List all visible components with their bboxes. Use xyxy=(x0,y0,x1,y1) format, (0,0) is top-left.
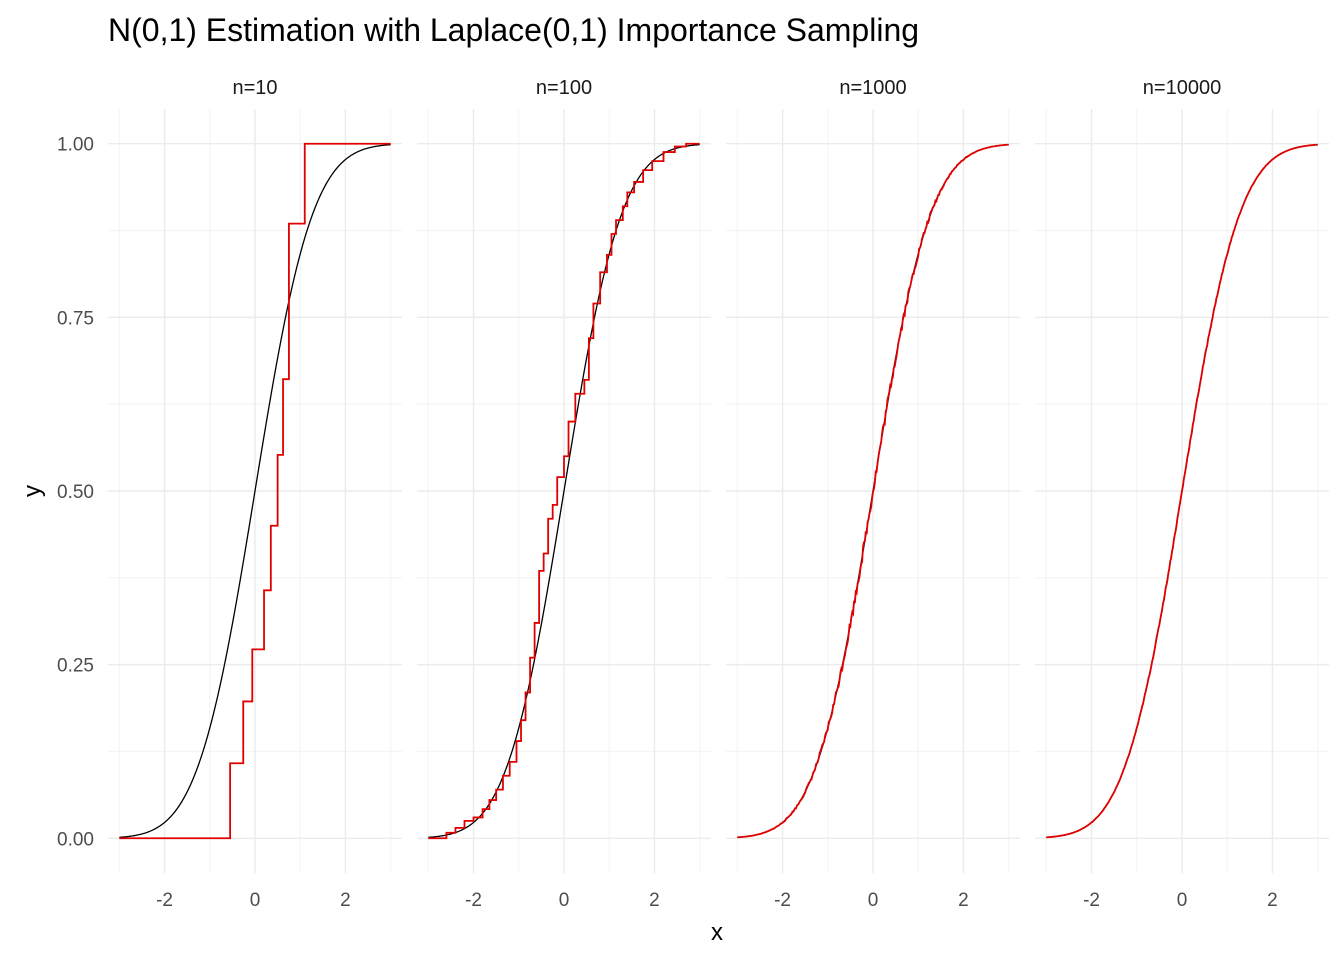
y-tick-label: 0.75 xyxy=(57,308,94,329)
true-cdf-line xyxy=(119,144,391,838)
y-tick-label: 0.25 xyxy=(57,656,94,677)
x-tick-label: -2 xyxy=(774,890,791,911)
estimate-cdf-line xyxy=(428,142,700,840)
facet-strip-label: n=10000 xyxy=(1143,77,1221,99)
y-axis-title: y xyxy=(19,485,46,497)
x-tick-label: 0 xyxy=(1177,890,1188,911)
estimate-cdf-line xyxy=(119,142,391,840)
estimate-cdf-line xyxy=(737,143,1009,839)
true-cdf-line xyxy=(428,144,700,838)
x-tick-label: 0 xyxy=(250,890,261,911)
facet-panel: n=1000 -2 0 2 xyxy=(726,77,1020,911)
chart-title: N(0,1) Estimation with Laplace(0,1) Impo… xyxy=(108,12,919,48)
x-tick-label: 0 xyxy=(868,890,879,911)
facet-panels: n=10 -2 0 2 n=100 -2 0 2 n=1000 -2 0 2 n=10000 -2 0 2 0.… xyxy=(57,77,1329,911)
x-tick-label: 0 xyxy=(559,890,570,911)
x-tick-label: 2 xyxy=(649,890,660,911)
x-tick-label: 2 xyxy=(958,890,969,911)
y-tick-label: 1.00 xyxy=(57,135,94,156)
x-tick-label: -2 xyxy=(1083,890,1100,911)
x-tick-label: 2 xyxy=(340,890,351,911)
facet-panel: n=10000 -2 0 2 xyxy=(1035,77,1329,911)
x-axis-title: x xyxy=(711,919,723,946)
x-tick-label: 2 xyxy=(1267,890,1278,911)
facet-panel: n=100 -2 0 2 xyxy=(417,77,711,911)
estimate-cdf-line xyxy=(1046,143,1318,839)
x-tick-label: -2 xyxy=(465,890,482,911)
facet-panel: n=10 -2 0 2 xyxy=(108,77,402,911)
facet-strip-label: n=10 xyxy=(232,77,277,99)
y-tick-label: 0.00 xyxy=(57,829,94,850)
y-tick-label: 0.50 xyxy=(57,482,94,503)
facet-strip-label: n=100 xyxy=(536,77,592,99)
facet-strip-label: n=1000 xyxy=(839,77,906,99)
x-tick-label: -2 xyxy=(156,890,173,911)
